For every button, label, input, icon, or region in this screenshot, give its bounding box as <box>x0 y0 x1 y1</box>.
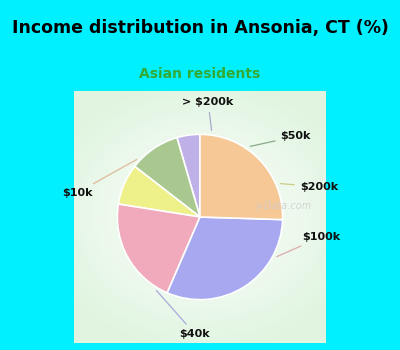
Wedge shape <box>118 166 200 217</box>
Text: > $200k: > $200k <box>182 97 234 131</box>
Text: Income distribution in Ansonia, CT (%): Income distribution in Ansonia, CT (%) <box>12 19 388 37</box>
Wedge shape <box>177 134 200 217</box>
Text: $200k: $200k <box>280 182 338 192</box>
Wedge shape <box>117 204 200 293</box>
Wedge shape <box>167 217 283 300</box>
Wedge shape <box>135 138 200 217</box>
Text: $100k: $100k <box>277 232 340 257</box>
Text: $10k: $10k <box>62 160 137 198</box>
Text: $50k: $50k <box>250 131 311 146</box>
Text: Asian residents: Asian residents <box>139 67 261 81</box>
Text: $40k: $40k <box>156 290 210 339</box>
Wedge shape <box>200 134 283 219</box>
Text: y-Data.com: y-Data.com <box>256 202 312 211</box>
